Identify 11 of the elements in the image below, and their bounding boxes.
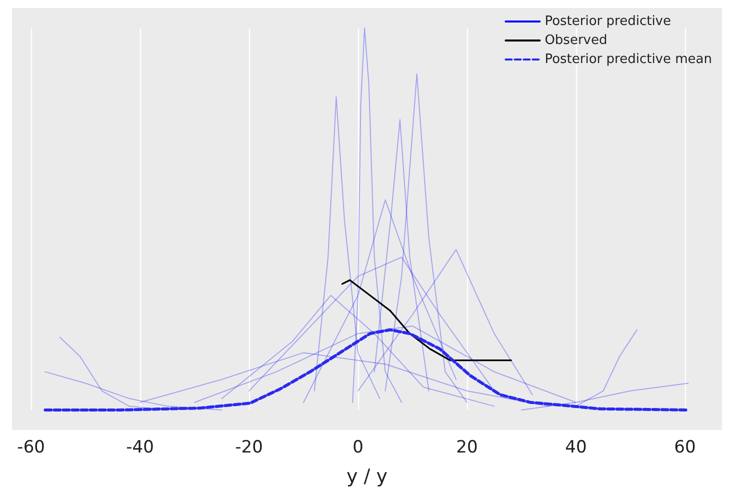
x-tick-label: 20 — [456, 438, 478, 458]
x-tick-label: 60 — [674, 438, 696, 458]
legend-label: Posterior predictive — [544, 14, 672, 29]
x-tick-label: -20 — [235, 438, 263, 458]
x-tick-label: -40 — [126, 438, 154, 458]
x-tick-label: -60 — [17, 438, 45, 458]
legend-label: Observed — [544, 33, 608, 48]
x-axis-title: y / y — [346, 466, 388, 488]
x-tick-label: 0 — [352, 438, 364, 458]
x-tick-label: 40 — [565, 438, 587, 458]
legend-label: Posterior predictive mean — [544, 52, 712, 67]
